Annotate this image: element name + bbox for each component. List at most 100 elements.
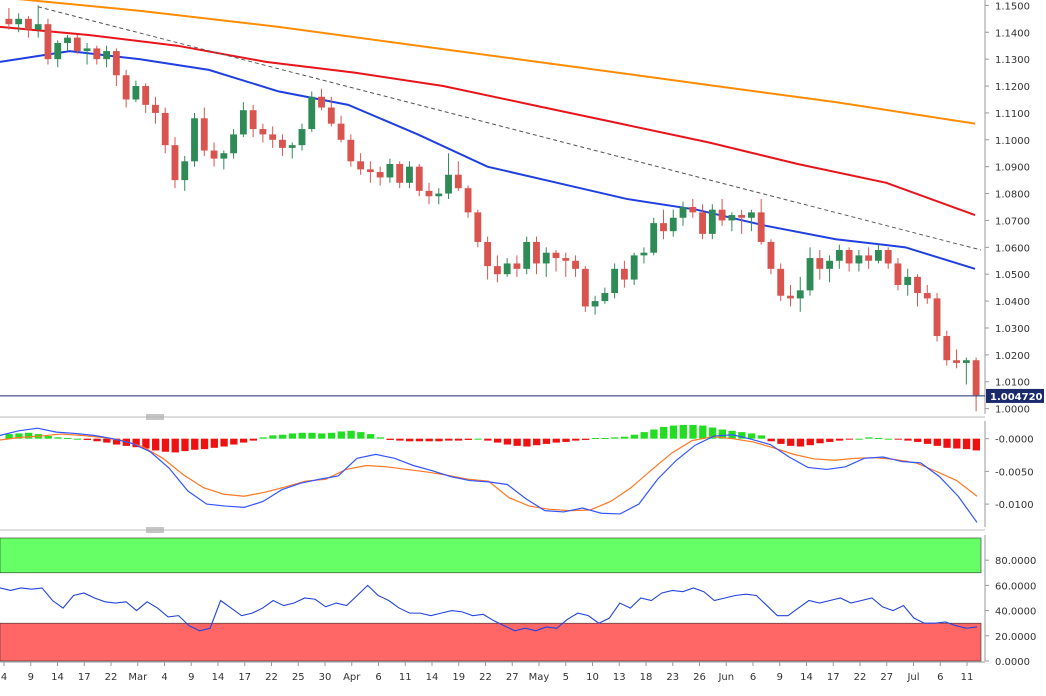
candle-body [923, 293, 931, 299]
x-tick-label: 4 [161, 672, 167, 683]
macd-histogram-bar [366, 434, 375, 439]
candle-body [112, 51, 120, 76]
candle-body [689, 207, 697, 213]
moving-average-line [0, 50, 976, 270]
candle-body [152, 104, 159, 113]
macd-histogram-bar [562, 438, 570, 442]
candle-body [826, 260, 833, 269]
candle-body [64, 37, 71, 44]
candle-body [884, 250, 892, 264]
candle-body [230, 134, 238, 154]
macd-histogram-bar [679, 424, 687, 439]
candle-body [914, 276, 921, 294]
macd-histogram-bar [171, 438, 179, 453]
macd-histogram-bar [611, 437, 619, 439]
x-tick-label: 14 [800, 672, 813, 683]
x-tick-label: 23 [666, 672, 679, 683]
candle-body [484, 241, 492, 267]
moving-average-line [17, 0, 976, 125]
price-tick-label: 1.0300 [995, 324, 1030, 335]
candle-body [816, 258, 824, 269]
candle-body [220, 153, 228, 159]
macd-signal-line [0, 433, 978, 512]
candle-body [386, 163, 394, 178]
candle-body [874, 250, 882, 261]
candle-body [865, 255, 873, 261]
macd-histogram-bar [747, 433, 756, 439]
macd-histogram-bar [523, 438, 531, 447]
macd-histogram-bar [904, 438, 912, 441]
x-tick-label: 22 [854, 672, 867, 683]
candle-body [279, 139, 286, 148]
macd-histogram-bar [93, 438, 101, 442]
candle-body [454, 174, 462, 189]
candle-body [142, 86, 150, 105]
x-tick-label: 14 [51, 672, 64, 683]
candle-body [542, 252, 550, 264]
candle-body [660, 223, 667, 232]
candle-body [415, 166, 423, 191]
x-tick-label: 14 [426, 672, 439, 683]
macd-histogram-bar [757, 435, 766, 439]
candle-body [523, 241, 531, 269]
candle-body [933, 298, 941, 337]
candle-body [239, 110, 247, 135]
current-price-box [986, 388, 1044, 403]
macd-histogram-bar [787, 438, 795, 446]
x-tick-label: 17 [827, 672, 840, 683]
macd-histogram-bar [181, 438, 189, 452]
resize-handle-icon[interactable] [146, 527, 164, 533]
macd-histogram-bar [200, 438, 209, 450]
macd-histogram-bar [767, 438, 775, 442]
macd-histogram-bar [874, 438, 883, 440]
candle-body [191, 118, 198, 162]
macd-histogram-bar [152, 438, 160, 451]
candle-body [357, 161, 365, 170]
candle-body [787, 295, 794, 299]
macd-histogram-bar [591, 438, 599, 440]
macd-histogram-bar [484, 438, 492, 441]
candle-body [337, 123, 345, 140]
candle-body [15, 18, 23, 25]
candle-body [5, 18, 13, 25]
x-tick-label: 11 [961, 672, 974, 683]
macd-histogram-bar [279, 434, 287, 439]
candle-body [953, 360, 960, 363]
macd-histogram-bar [161, 438, 170, 452]
candle-body [132, 86, 140, 100]
candle-body [474, 212, 482, 242]
candle-body [972, 360, 980, 396]
candle-body [327, 107, 335, 124]
resize-handle-icon[interactable] [146, 414, 164, 420]
macd-histogram-bar [25, 432, 33, 439]
macd-histogram-bar [601, 438, 609, 440]
macd-histogram-bar [962, 438, 971, 450]
x-tick-label: 27 [880, 672, 893, 683]
candle-body [288, 145, 296, 148]
candle-body [552, 252, 560, 259]
panel-dividers[interactable] [0, 414, 985, 533]
macd-histogram-bar [718, 429, 727, 439]
macd-histogram-bar [44, 436, 52, 439]
price-tick-label: 1.1100 [995, 109, 1030, 120]
osc-tick-label: 80.0000 [995, 556, 1036, 567]
x-tick-label: 25 [292, 672, 305, 683]
macd-histogram-bar [669, 425, 678, 439]
macd-histogram-bar [64, 438, 72, 440]
candle-body [777, 268, 785, 296]
candle-body [396, 163, 404, 183]
macd-histogram-bar [689, 424, 697, 439]
candle-body [718, 209, 726, 221]
price-tick-label: 1.1500 [995, 1, 1030, 12]
macd-histogram-bar [865, 437, 873, 439]
macd-histogram-bar [288, 433, 297, 439]
x-tick-label: 6 [375, 672, 381, 683]
candle-body [210, 150, 218, 159]
moving-average-line [0, 25, 976, 217]
macd-panel: -0.0000 -0.0050 -0.0100 [0, 421, 1034, 527]
macd-histogram-bar [835, 438, 844, 441]
x-tick-label: 26 [693, 672, 706, 683]
macd-histogram-bar [581, 438, 590, 440]
x-tick-label: 18 [640, 672, 653, 683]
candle-body [640, 252, 648, 256]
